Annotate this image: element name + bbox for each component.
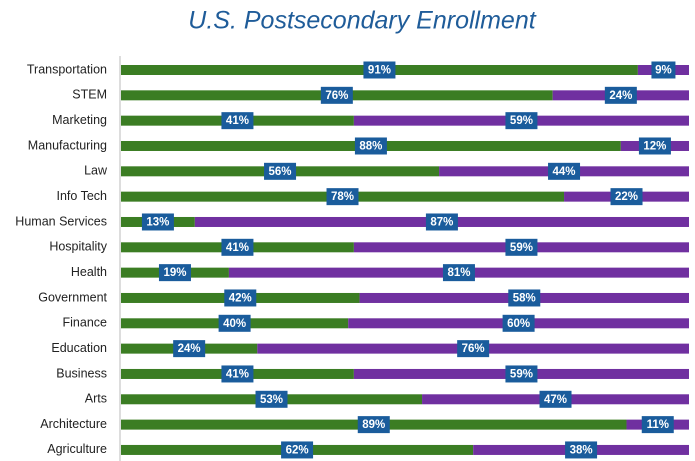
data-label-box: [320, 86, 353, 104]
data-label-box: [505, 238, 538, 256]
data-label: 78%: [331, 191, 354, 203]
category-label: Finance: [63, 316, 108, 330]
data-label-box: [221, 365, 254, 383]
data-label-box: [221, 238, 254, 256]
category-label: Education: [51, 341, 107, 355]
data-label-box: [641, 416, 674, 434]
data-label: 59%: [510, 115, 533, 127]
data-label: 56%: [269, 166, 292, 178]
data-label: 44%: [553, 166, 576, 178]
data-label: 87%: [430, 217, 453, 229]
category-label: Government: [38, 290, 107, 304]
data-label: 62%: [286, 444, 309, 456]
data-label: 41%: [226, 115, 249, 127]
data-label-box: [141, 213, 174, 231]
data-label: 76%: [325, 90, 348, 102]
category-label: Human Services: [15, 214, 107, 228]
data-label: 11%: [647, 419, 669, 431]
data-label-box: [224, 289, 257, 307]
data-label-box: [651, 61, 676, 79]
data-label: 47%: [544, 394, 567, 406]
data-label: 22%: [615, 191, 638, 203]
data-label-box: [425, 213, 458, 231]
data-label: 59%: [510, 368, 533, 380]
data-label: 12%: [643, 141, 666, 153]
data-label-box: [610, 188, 643, 206]
data-label: 58%: [513, 293, 536, 305]
data-label-box: [539, 390, 572, 408]
data-label: 53%: [260, 394, 283, 406]
category-label: Arts: [85, 392, 107, 406]
chart-title: U.S. Postsecondary Enrollment: [188, 7, 536, 35]
data-label-box: [354, 137, 387, 155]
data-label-box: [565, 441, 598, 459]
data-label: 42%: [229, 293, 252, 305]
category-label: Hospitality: [49, 240, 107, 254]
data-label: 89%: [362, 419, 385, 431]
data-label-box: [363, 61, 396, 79]
data-label: 41%: [226, 368, 249, 380]
data-label-box: [442, 264, 475, 282]
data-label-box: [604, 86, 637, 104]
category-label: Manufacturing: [28, 138, 107, 152]
data-label-box: [505, 365, 538, 383]
data-label: 9%: [655, 65, 672, 77]
data-label-box: [508, 289, 541, 307]
data-label: 40%: [223, 318, 246, 330]
category-label: Architecture: [40, 417, 107, 431]
category-label: Business: [56, 366, 107, 380]
data-label: 91%: [368, 65, 391, 77]
category-label: Marketing: [52, 113, 107, 127]
data-label-box: [457, 340, 490, 358]
data-label-box: [255, 390, 288, 408]
data-label-box: [548, 162, 581, 180]
category-label: Info Tech: [56, 189, 107, 203]
data-label-box: [326, 188, 359, 206]
data-label: 24%: [178, 343, 201, 355]
category-label: Transportation: [27, 62, 107, 76]
data-label-box: [505, 112, 538, 130]
data-label: 60%: [507, 318, 530, 330]
data-label: 41%: [226, 242, 249, 254]
data-label-box: [502, 314, 535, 332]
data-label-box: [173, 340, 206, 358]
category-label: Law: [84, 164, 108, 178]
data-label: 24%: [609, 90, 632, 102]
data-label-box: [221, 112, 254, 130]
data-label-box: [357, 416, 390, 434]
data-label: 38%: [570, 444, 593, 456]
data-label-box: [218, 314, 251, 332]
data-label: 59%: [510, 242, 533, 254]
data-label: 76%: [462, 343, 485, 355]
category-label: Agriculture: [47, 442, 107, 456]
data-label: 81%: [447, 267, 470, 279]
data-label: 19%: [163, 267, 186, 279]
data-label-box: [264, 162, 297, 180]
category-label: Health: [71, 265, 107, 279]
data-label: 13%: [146, 217, 169, 229]
data-label-box: [281, 441, 314, 459]
category-label: STEM: [72, 88, 107, 102]
data-label-box: [158, 264, 191, 282]
data-label: 88%: [359, 141, 382, 153]
data-label-box: [638, 137, 671, 155]
